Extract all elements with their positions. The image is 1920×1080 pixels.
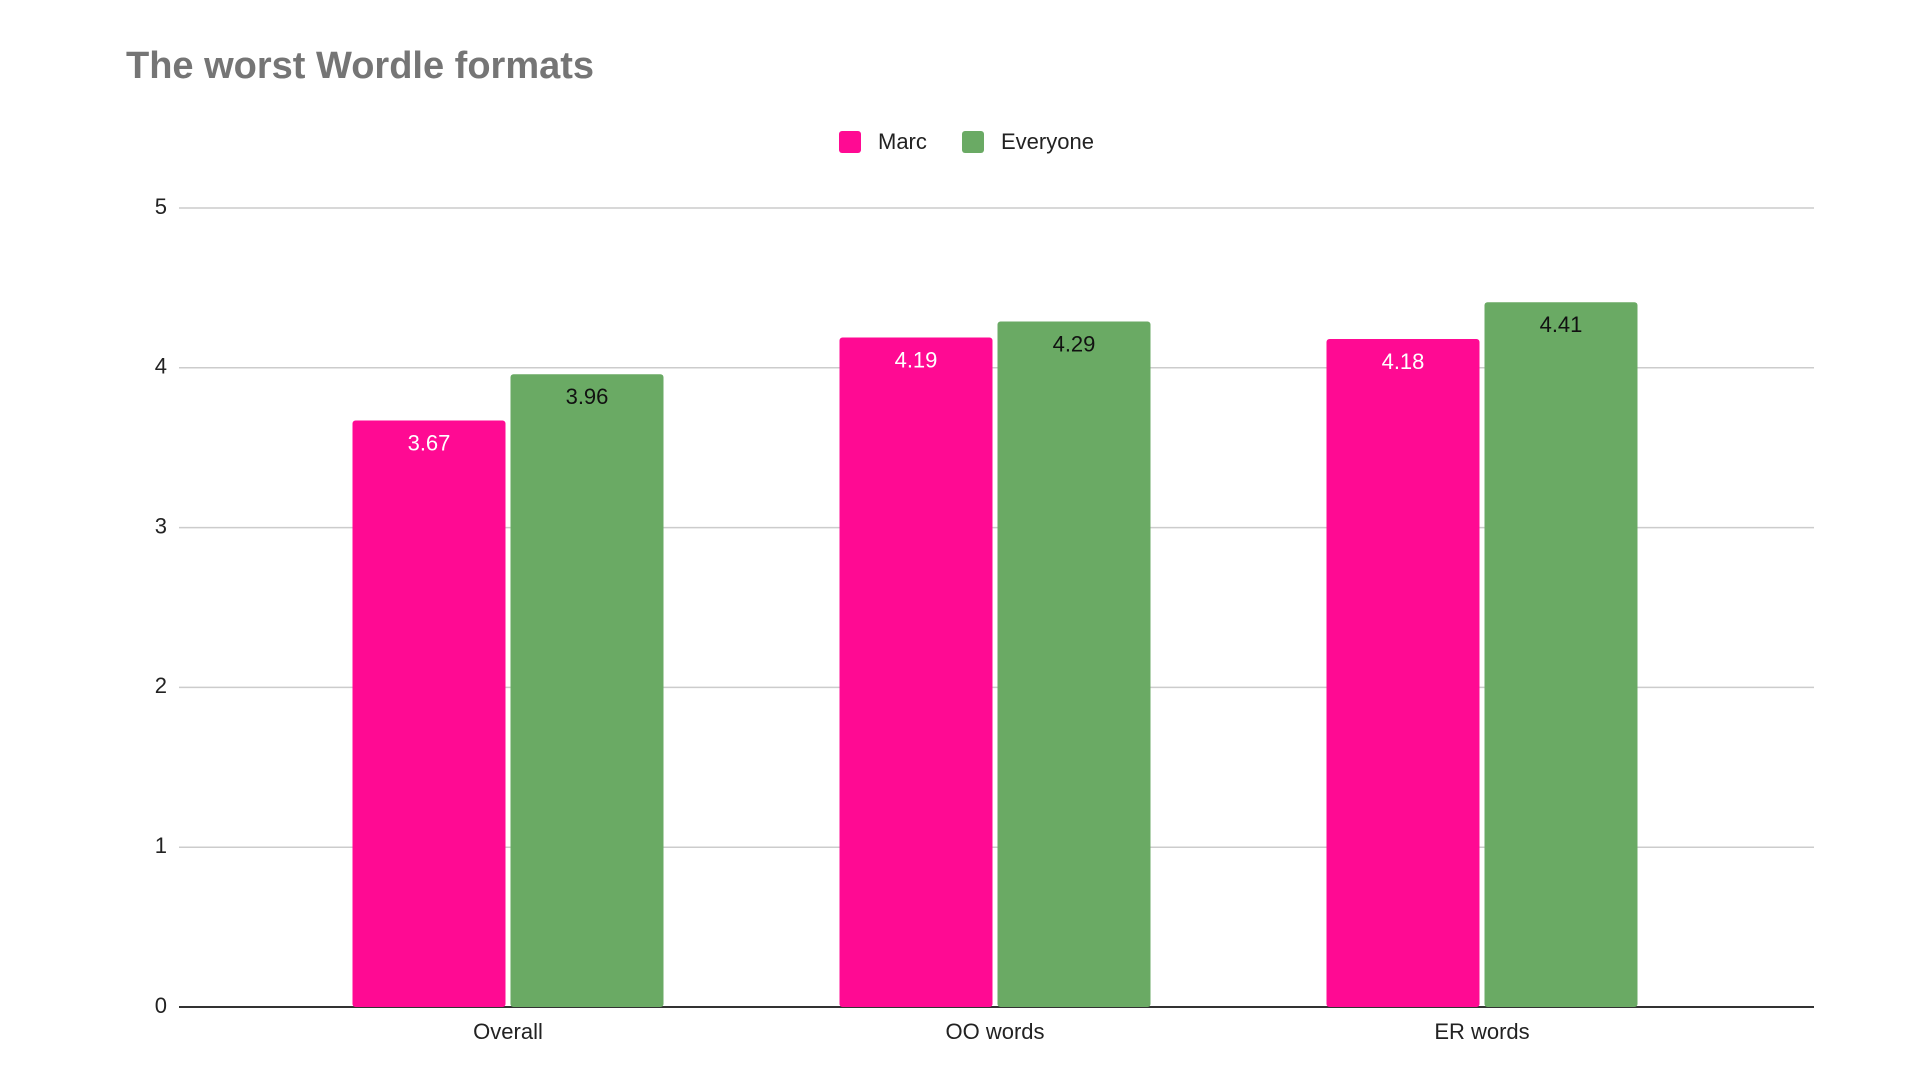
bar <box>510 374 664 1007</box>
bar <box>1326 339 1480 1007</box>
bar <box>839 337 993 1007</box>
bar <box>1484 302 1638 1008</box>
y-tick-label: 3 <box>155 513 167 538</box>
y-tick-label: 4 <box>155 354 167 379</box>
y-tick-label: 5 <box>155 194 167 219</box>
value-label: 3.67 <box>408 430 451 455</box>
y-tick-label: 2 <box>155 673 167 698</box>
y-tick-label: 1 <box>155 833 167 858</box>
x-tick-label: OO words <box>945 1019 1044 1044</box>
legend-swatch <box>839 131 861 153</box>
value-label: 3.96 <box>566 384 609 409</box>
chart-title: The worst Wordle formats <box>126 45 594 87</box>
legend-label: Everyone <box>1001 129 1094 154</box>
value-label: 4.18 <box>1382 349 1425 374</box>
value-label: 4.19 <box>895 347 938 372</box>
x-tick-label: Overall <box>473 1019 543 1044</box>
y-tick-label: 0 <box>155 993 167 1018</box>
x-tick-label: ER words <box>1434 1019 1529 1044</box>
value-label: 4.29 <box>1053 331 1096 356</box>
bar <box>997 321 1151 1007</box>
legend-swatch <box>962 131 984 153</box>
value-label: 4.41 <box>1540 312 1583 337</box>
legend-label: Marc <box>878 129 927 154</box>
bar <box>352 420 506 1007</box>
